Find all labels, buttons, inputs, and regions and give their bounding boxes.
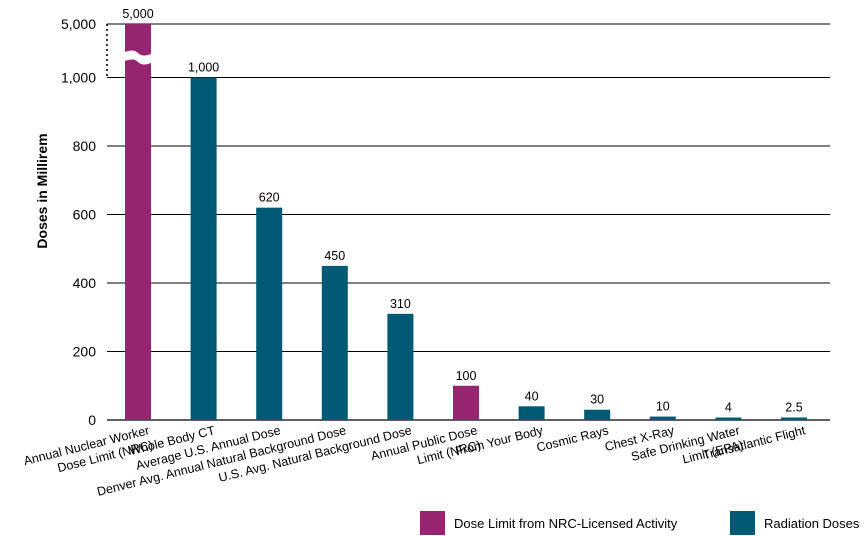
data-label: 2.5 (785, 401, 802, 415)
data-label: 620 (259, 191, 280, 205)
y-tick-label: 0 (88, 412, 96, 428)
bar (781, 417, 807, 420)
y-axis-label: Doses in Millirem (34, 133, 50, 248)
legend-label: Dose Limit from NRC-Licensed Activity (454, 516, 678, 531)
bar (715, 417, 742, 420)
y-tick-label: 1,000 (61, 70, 96, 86)
y-tick-label: 200 (73, 344, 97, 360)
data-label: 100 (456, 369, 477, 383)
category-label: Cosmic Rays (535, 423, 610, 454)
legend-swatch (420, 511, 445, 535)
bar (584, 409, 611, 420)
data-label: 450 (324, 249, 345, 263)
bar (321, 265, 348, 420)
data-label: 40 (525, 389, 539, 403)
data-label: 30 (590, 393, 604, 407)
bar-break-gap (123, 50, 153, 65)
data-label: 1,000 (188, 61, 219, 75)
bar (453, 385, 479, 420)
bar (518, 406, 545, 420)
data-label: 4 (725, 401, 732, 415)
data-label: 10 (656, 400, 670, 414)
y-tick-label: 400 (73, 275, 97, 291)
legend-swatch (730, 511, 755, 535)
bar (256, 207, 283, 420)
bar (125, 24, 151, 420)
y-tick-label: 800 (73, 138, 97, 154)
bar (649, 416, 676, 420)
legend-label: Radiation Doses (764, 516, 860, 531)
data-label: 5,000 (122, 7, 153, 21)
bar (387, 313, 414, 420)
y-tick-label: 5,000 (61, 16, 96, 32)
data-label: 310 (390, 297, 411, 311)
y-tick-label: 600 (73, 207, 97, 223)
bar (190, 77, 217, 420)
